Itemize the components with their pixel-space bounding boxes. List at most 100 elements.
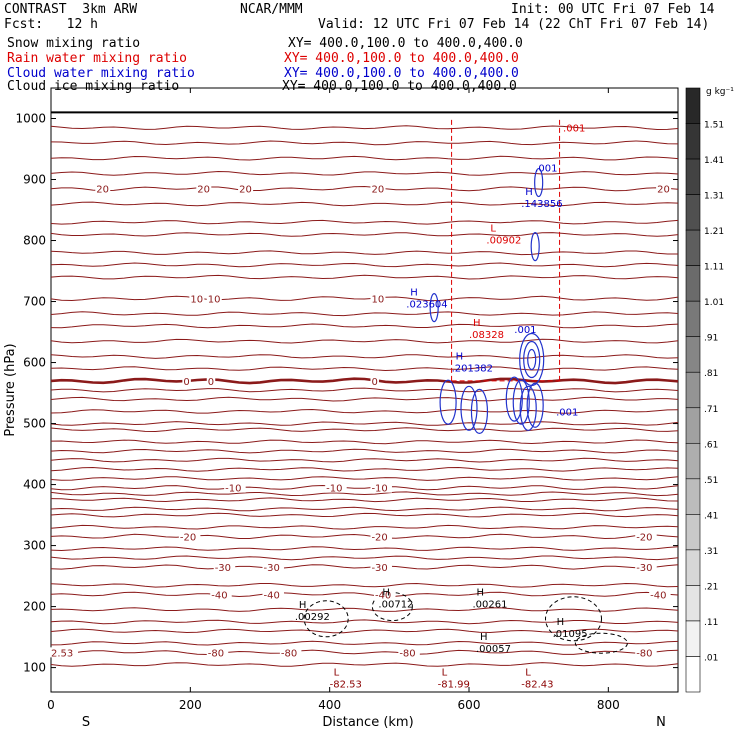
- label-halo: [279, 647, 302, 658]
- y-tick-label: 100: [23, 661, 46, 675]
- field-rain-name: Rain water mixing ratio: [7, 51, 188, 66]
- isotherm-layer: [50, 125, 679, 667]
- cloud-water-contour: [460, 385, 478, 431]
- colorbar-label: .61: [704, 440, 718, 450]
- label-halo: [656, 183, 672, 194]
- colorbar-label: .31: [704, 547, 718, 557]
- hydrometeor-contours: [51, 111, 678, 654]
- colorbar-unit: g kg⁻¹: [706, 87, 734, 97]
- cloud-ice-contour: [545, 596, 602, 642]
- label-halo: [238, 183, 254, 194]
- extremum-marker: H: [456, 352, 464, 363]
- isotherm-line: [50, 311, 679, 317]
- isotherm-line: [50, 497, 679, 503]
- extremum-marker: H: [299, 600, 307, 611]
- isotherm-line: [50, 125, 679, 131]
- isotherm-line--10: [50, 484, 679, 491]
- isotherm-line: [50, 512, 679, 518]
- colorbar-swatch: [685, 300, 701, 338]
- isotherm-label: -40: [650, 590, 666, 601]
- field-cloudwater-xy: XY= 400.0,100.0 to 400.0,400.0: [284, 66, 519, 81]
- label-halo: [373, 589, 396, 600]
- colorbar-swatch: [685, 336, 701, 373]
- label-halo: [635, 531, 657, 542]
- extremum-value: .023604: [406, 299, 447, 310]
- colorbar-swatch: [685, 478, 701, 515]
- isotherm-line: [50, 262, 679, 268]
- extremum-value: -82.43: [521, 680, 553, 691]
- y-axis-label: Pressure (hPa): [3, 343, 18, 436]
- isotherm-line: [50, 555, 679, 561]
- extremum-marker: L: [442, 668, 448, 679]
- cloud-water-contour: [505, 376, 523, 422]
- isotherm-line: [50, 448, 679, 454]
- isotherm-line: [50, 387, 679, 393]
- colorbar-swatch: [685, 620, 701, 657]
- colorbar-label: .01: [704, 653, 718, 663]
- cloud-water-contour: [512, 379, 530, 425]
- isotherm-line--80: [51, 649, 679, 656]
- isotherm-line: [50, 491, 679, 497]
- colorbar-swatch: [685, 442, 701, 480]
- cloud-water-core: [519, 332, 545, 387]
- extremum-value: .08328: [469, 330, 504, 341]
- y-tick-label: 900: [23, 173, 46, 187]
- cloud-water-contour: [470, 388, 489, 434]
- field-cloudwater-name: Cloud water mixing ratio: [7, 66, 195, 81]
- label-halo: [649, 589, 671, 600]
- label-halo: [189, 293, 205, 304]
- colorbar-label: .51: [704, 476, 718, 486]
- colorbar-label: .21: [704, 582, 718, 592]
- colorbar-label: 1.41: [704, 156, 724, 166]
- isotherm-label: -30: [636, 563, 652, 574]
- isotherm-line: [50, 439, 679, 445]
- colorbar-label: .91: [704, 334, 718, 344]
- isotherm-label: 20: [239, 185, 252, 196]
- extremum-marker: H: [557, 617, 565, 628]
- isotherm-line: [50, 396, 679, 402]
- extremum-marker: H: [525, 187, 533, 198]
- field-rain-xy: XY= 400.0,100.0 to 400.0,400.0: [284, 51, 519, 66]
- isotherm-line: [50, 524, 679, 530]
- isotherm-label: 2.53: [51, 648, 73, 659]
- label-halo: [224, 482, 246, 493]
- label-halo: [635, 561, 657, 572]
- isotherm-line: [50, 219, 679, 225]
- isotherm-label: -10: [326, 484, 342, 495]
- isotherm-line: [50, 546, 679, 552]
- x-tick-label: 200: [179, 698, 202, 712]
- isotherm-line: [50, 155, 679, 161]
- colorbar-swatch: [685, 656, 701, 693]
- colorbar-label: .41: [704, 511, 718, 521]
- extremum-value: -81.99: [438, 680, 470, 691]
- isotherm-label: -10: [371, 484, 387, 495]
- colorbar-swatch: [685, 371, 701, 409]
- cloud-water-contour: [534, 167, 544, 198]
- extremum-marker: L: [334, 668, 340, 679]
- x-tick-label: 600: [458, 698, 481, 712]
- label-halo: [398, 647, 420, 658]
- isotherm-label: 0: [371, 377, 377, 388]
- cloud-ice-contour: [574, 632, 628, 654]
- colorbar-swatch: [685, 407, 701, 444]
- extremum-marker: H: [382, 588, 390, 599]
- isotherm-line: [50, 466, 679, 472]
- x-tick-label: 0: [47, 698, 55, 712]
- colorbar-label: .11: [704, 618, 718, 628]
- axes: 0 200 400 600 800100200300400500600700800900…: [15, 88, 678, 712]
- label-halo: [206, 375, 216, 386]
- isotherm-label: 0: [183, 377, 189, 388]
- label-halo: [370, 183, 386, 194]
- isotherm-line: [50, 323, 679, 329]
- cloud-water-contour: [519, 385, 537, 431]
- label-halo: [178, 531, 201, 542]
- extremum-marker: L: [525, 668, 531, 679]
- isotherm-line-20: [50, 185, 679, 192]
- isotherm-label: -80: [399, 648, 415, 659]
- label-halo: [182, 375, 191, 386]
- extremum-value: .201382: [452, 364, 493, 375]
- init-time: Init: 00 UTC Fri 07 Feb 14: [511, 2, 715, 17]
- extremum-value: .01095: [553, 629, 588, 640]
- field-cloudice-xy: XY= 400.0,100.0 to 400.0,400.0: [282, 79, 517, 94]
- cloud-water-core: [523, 340, 541, 379]
